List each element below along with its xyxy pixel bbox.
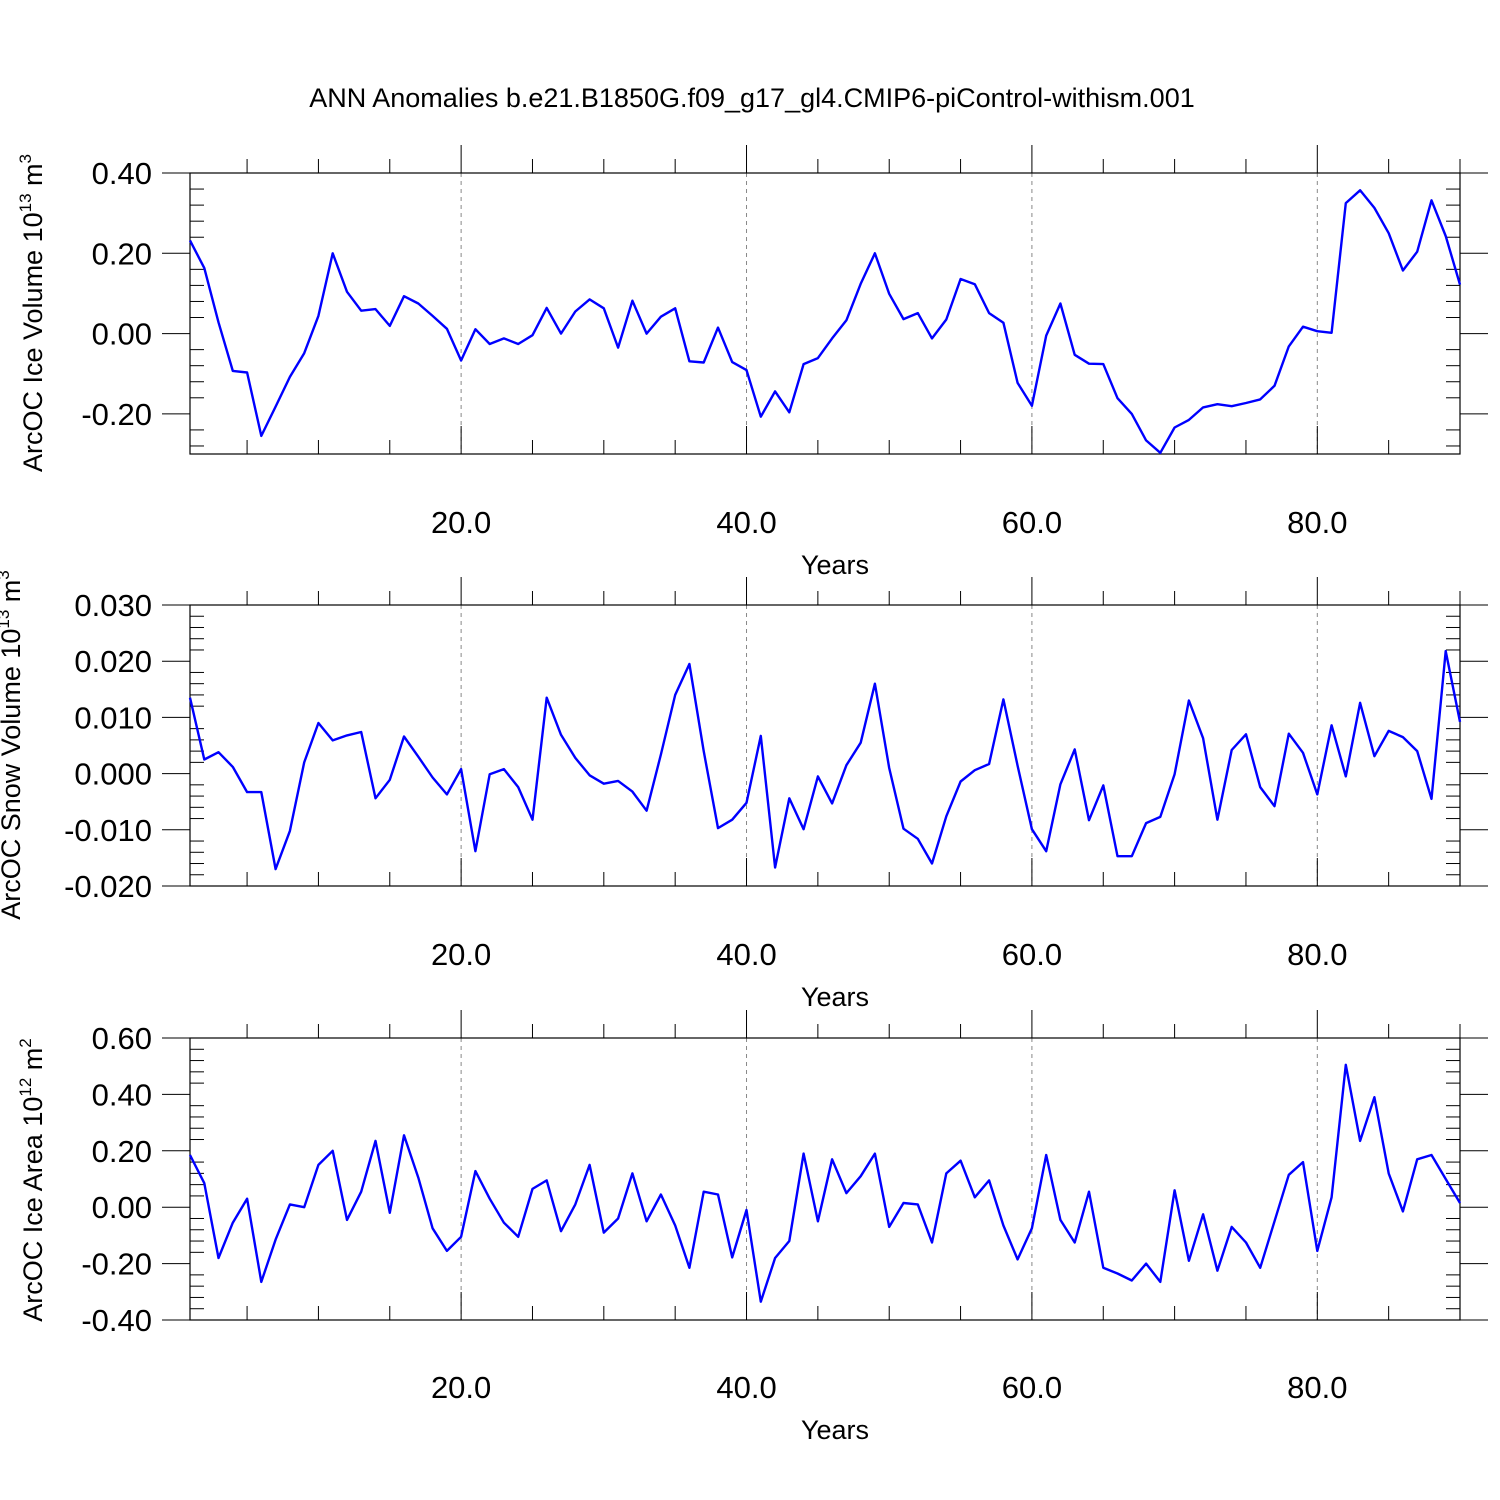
y-tick-label: -0.020 [64,869,152,904]
y-axis-label-part: ArcOC Snow Volume 10 [0,629,26,920]
chart-panel-2: 0.030 0.020 0.010 0.000 -0.010 -0.020 20.0 40.0… [0,570,1488,1012]
x-tick-label: 60.0 [1002,505,1062,540]
y-axis-label-superscript: 13 [16,193,35,212]
x-tick-label: 40.0 [716,937,776,972]
y-tick-label: 0.020 [74,644,152,679]
plot-frame [189,604,1461,887]
y-axis-label: ArcOC Snow Volume 1013 m3 [0,570,26,920]
y-tick-label: 0.030 [74,588,152,623]
figure-title: ANN Anomalies b.e21.B1850G.f09_g17_gl4.C… [309,83,1194,113]
x-tick-label: 80.0 [1287,1370,1347,1405]
y-tick-label: 0.40 [92,1077,152,1112]
y-axis-label: ArcOC Ice Area 1012 m2 [16,1038,48,1322]
plot-frame [189,1037,1461,1321]
series-line [188,649,1462,871]
x-tick-label: 20.0 [431,505,491,540]
x-axis-label: Years [801,1415,869,1445]
series-line [188,1063,1462,1303]
y-tick-label: 0.20 [92,236,152,271]
y-tick-label: 0.000 [74,757,152,792]
y-axis-label-part: ArcOC Ice Volume 10 [18,212,48,472]
y-axis-label-part: ArcOC Ice Area 10 [18,1097,48,1322]
y-axis-label-part: m [18,1048,48,1078]
x-tick-label: 20.0 [431,937,491,972]
x-axis-label: Years [801,982,869,1012]
chart-panel-1: 0.40 0.20 0.00 -0.20 20.0 40.0 60.0 80.0 Years Ar… [16,145,1488,580]
series-line [188,189,1462,454]
panels: 0.40 0.20 0.00 -0.20 20.0 40.0 60.0 80.0 Years Ar… [0,145,1488,1445]
y-axis-label-superscript: 12 [16,1078,35,1097]
y-axis-label-superscript: 3 [0,570,13,579]
y-tick-label: -0.20 [81,1247,152,1282]
y-axis-label-superscript: 3 [16,154,35,163]
y-axis-label-superscript: 13 [0,610,13,629]
x-tick-label: 40.0 [716,505,776,540]
x-axis-label: Years [801,550,869,580]
y-axis-label-superscript: 2 [16,1038,35,1047]
y-axis-label-part: m [0,580,26,610]
y-axis-label-part: m [18,163,48,193]
y-tick-label: -0.010 [64,813,152,848]
plot-frame [189,172,1461,455]
y-tick-label: -0.20 [81,397,152,432]
x-tick-label: 20.0 [431,1370,491,1405]
chart-panel-3: 0.60 0.40 0.20 0.00 -0.20 -0.40 20.0 40.0 60.0 80… [16,1010,1488,1445]
y-tick-label: 0.20 [92,1134,152,1169]
y-axis-label: ArcOC Ice Volume 1013 m3 [16,154,48,472]
y-tick-label: 0.00 [92,317,152,352]
x-tick-label: 60.0 [1002,937,1062,972]
y-tick-label: 0.00 [92,1190,152,1225]
y-tick-label: 0.010 [74,700,152,735]
y-tick-label: 0.40 [92,156,152,191]
x-tick-label: 80.0 [1287,937,1347,972]
y-tick-label: -0.40 [81,1303,152,1338]
y-tick-label: 0.60 [92,1021,152,1056]
x-tick-label: 60.0 [1002,1370,1062,1405]
x-tick-label: 40.0 [716,1370,776,1405]
x-tick-label: 80.0 [1287,505,1347,540]
